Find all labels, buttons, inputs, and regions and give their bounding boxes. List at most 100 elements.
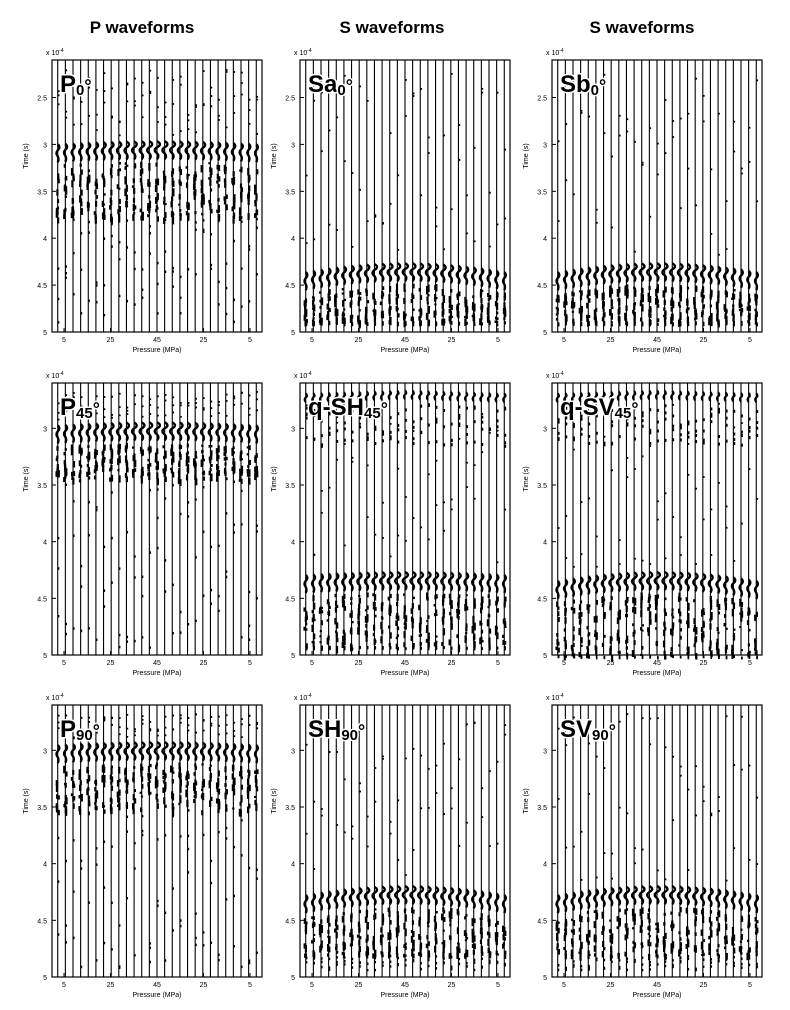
trace-12 (138, 60, 146, 332)
trace-6 (93, 60, 100, 332)
trace-12 (638, 60, 646, 332)
arrival-wavelet (184, 741, 192, 762)
trace-10 (123, 383, 131, 655)
trace-2 (310, 60, 317, 332)
trace-14 (153, 383, 162, 655)
trace-18 (184, 383, 192, 655)
trace-5 (85, 60, 92, 332)
arrival-wavelet (93, 141, 100, 162)
trace-13 (646, 60, 654, 332)
precursor-wavelet (379, 390, 385, 401)
x-tick-label: 5 (496, 337, 500, 344)
trace-19 (692, 60, 699, 332)
arrival-wavelet (715, 265, 722, 286)
x-tick-label: 45 (153, 660, 161, 667)
arrival-wavelet (123, 741, 131, 762)
arrival-wavelet (585, 266, 592, 287)
trace-21 (455, 705, 462, 977)
trace-12 (138, 705, 146, 977)
arrival-wavelet (85, 742, 92, 763)
trace-8 (608, 383, 615, 662)
precursor-wavelet (303, 392, 309, 403)
panel-label-degree: ° (358, 721, 365, 741)
arrival-wavelet (85, 141, 92, 162)
trace-20 (199, 383, 207, 655)
x-axis-label: Pressure (MPa) (632, 347, 681, 354)
arrival-wavelet (578, 576, 584, 596)
arrival-wavelet (623, 262, 631, 283)
arrival-wavelet (70, 423, 76, 444)
arrival-wavelet (570, 268, 576, 289)
arrival-wavelet (100, 422, 107, 442)
precursor-wavelet (586, 391, 591, 403)
arrival-wavelet (447, 264, 455, 284)
panel-qSV45: 3 3.5 4 4.5 5 5 25 45 25 5 Pressure (MPa) Time (s) x… (523, 371, 763, 677)
trace-5 (585, 705, 592, 977)
trace-4 (326, 705, 332, 977)
trace-1 (55, 60, 61, 332)
y-exponent-power: -4 (307, 693, 312, 699)
arrival-wavelet (501, 271, 508, 291)
arrival-wavelet (207, 141, 214, 161)
panel-label-degree: ° (93, 721, 100, 741)
arrival-wavelet (401, 884, 410, 905)
precursor-wavelet (418, 390, 423, 401)
trace-23 (471, 383, 477, 655)
arrival-wavelet (363, 886, 371, 907)
y-tick-label: 4.5 (37, 596, 47, 603)
arrival-wavelet (478, 267, 485, 288)
trace-18 (684, 383, 692, 660)
x-tick-label: 25 (448, 337, 456, 344)
trace-7 (600, 383, 607, 660)
trace-19 (440, 383, 447, 655)
trace-16 (417, 705, 425, 977)
arrival-wavelet (455, 264, 462, 285)
trace-10 (371, 705, 379, 977)
panel-label-main: Sa (308, 71, 338, 98)
arrival-wavelet (303, 894, 309, 914)
panel-label-main: SH (308, 716, 341, 743)
precursor-wavelet (410, 389, 415, 401)
arrival-wavelet (409, 570, 417, 591)
arrival-wavelet (78, 142, 84, 162)
arrival-wavelet (70, 142, 76, 162)
arrival-wavelet (684, 885, 692, 906)
x-tick-label: 5 (748, 337, 752, 344)
arrival-wavelet (409, 262, 417, 282)
x-axis-label: Pressure (MPa) (380, 347, 429, 354)
trace-24 (730, 60, 737, 332)
x-tick-label: 25 (200, 982, 208, 989)
precursor-wavelet (479, 391, 484, 403)
trace-14 (153, 60, 162, 332)
precursor-wavelet (723, 391, 729, 403)
arrival-wavelet (246, 142, 252, 163)
arrival-wavelet (608, 264, 615, 284)
arrival-wavelet (192, 741, 199, 762)
arrival-wavelet (638, 571, 646, 591)
trace-27 (753, 383, 760, 660)
trace-9 (115, 383, 123, 655)
trace-27 (753, 60, 760, 332)
trace-25 (738, 383, 744, 660)
arrival-wavelet (356, 264, 363, 284)
trace-2 (62, 60, 69, 332)
trace-24 (230, 705, 237, 977)
arrival-wavelet (585, 575, 592, 595)
trace-3 (70, 705, 76, 977)
trace-11 (378, 705, 386, 977)
y-tick-label: 3 (43, 142, 47, 149)
trace-12 (638, 383, 646, 659)
trace-1 (555, 383, 561, 659)
x-axis-label: Pressure (MPa) (132, 670, 181, 677)
x-tick-label: 5 (310, 660, 314, 667)
arrival-wavelet (578, 890, 584, 910)
y-tick-label: 3 (291, 142, 295, 149)
panel-label-degree: ° (381, 399, 388, 419)
trace-11 (630, 383, 638, 659)
trace-15 (409, 383, 417, 655)
arrival-wavelet (692, 263, 699, 284)
trace-9 (615, 705, 623, 977)
trace-27 (501, 60, 508, 332)
x-tick-label: 45 (153, 337, 161, 344)
